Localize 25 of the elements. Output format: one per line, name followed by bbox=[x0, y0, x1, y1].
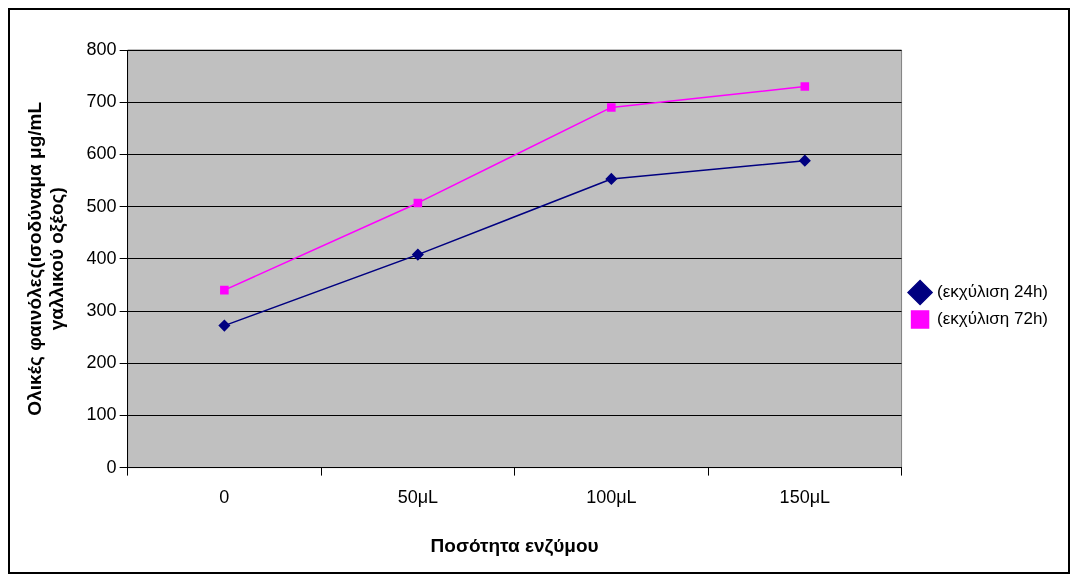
y-tick-label: 800 bbox=[86, 38, 117, 59]
y-tick-label: 100 bbox=[86, 404, 117, 425]
x-tick-label: 0 bbox=[219, 487, 230, 508]
point bbox=[800, 82, 810, 91]
y-axis-title: Ολικές φαινόλες(ισοδύναμα μg/mL γαλλικού οξέος) bbox=[23, 101, 69, 416]
y-tick-label: 300 bbox=[86, 299, 117, 320]
point bbox=[218, 319, 231, 332]
point bbox=[412, 248, 424, 261]
x-axis-title: Ποσότητα ενζύμου bbox=[430, 534, 599, 557]
point bbox=[799, 154, 811, 167]
y-tick-label: 0 bbox=[106, 456, 117, 477]
x-tick-label: 100μL bbox=[586, 487, 637, 508]
y-tick-label: 700 bbox=[86, 91, 117, 112]
y-tick-label: 500 bbox=[86, 195, 117, 216]
legend-label: (εκχύλιση 72h) bbox=[937, 309, 1049, 329]
point bbox=[607, 103, 616, 112]
point bbox=[220, 285, 229, 295]
legend-label: (εκχύλιση 24h) bbox=[937, 282, 1049, 302]
point bbox=[605, 173, 618, 185]
y-tick-label: 600 bbox=[86, 143, 117, 164]
x-tick-label: 50μL bbox=[397, 487, 439, 508]
y-tick-label: 400 bbox=[86, 247, 117, 268]
y-tick-label: 200 bbox=[86, 352, 117, 373]
point bbox=[413, 198, 423, 208]
x-tick-label: 150μL bbox=[779, 487, 831, 508]
